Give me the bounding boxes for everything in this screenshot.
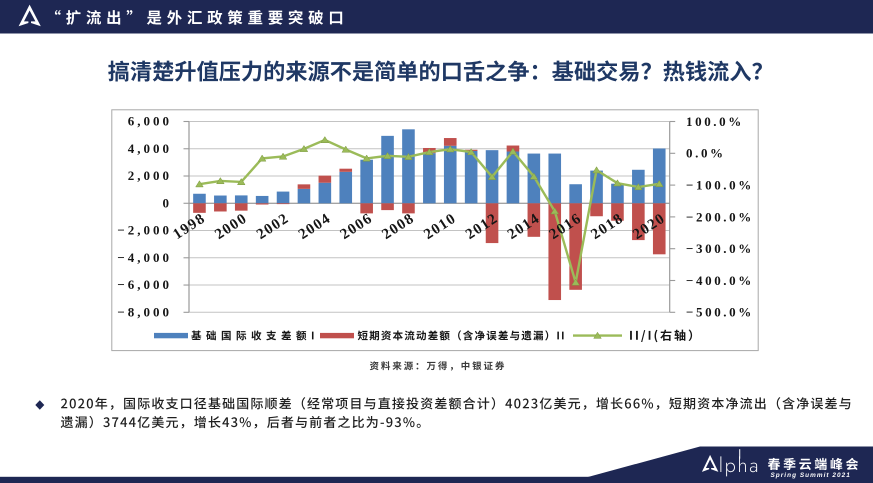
svg-text:−500.0%: −500.0% (686, 305, 754, 320)
svg-text:−400.0%: −400.0% (686, 273, 754, 288)
svg-text:2,000: 2,000 (128, 168, 172, 183)
svg-text:−200.0%: −200.0% (686, 209, 754, 224)
svg-text:−100.0%: −100.0% (686, 178, 754, 193)
svg-text:6,000: 6,000 (128, 114, 172, 129)
svg-text:−300.0%: −300.0% (686, 241, 754, 256)
svg-text:0: 0 (163, 195, 173, 210)
svg-text:100.0%: 100.0% (686, 114, 744, 129)
svg-text:−2,000: −2,000 (117, 223, 172, 238)
svg-text:−4,000: −4,000 (117, 250, 172, 265)
svg-text:−8,000: −8,000 (117, 305, 172, 320)
svg-text:0.0%: 0.0% (686, 146, 726, 161)
svg-text:−6,000: −6,000 (117, 277, 172, 292)
svg-text:4,000: 4,000 (128, 141, 172, 156)
svg-text:Spring Summit 2021: Spring Summit 2021 (771, 472, 851, 479)
